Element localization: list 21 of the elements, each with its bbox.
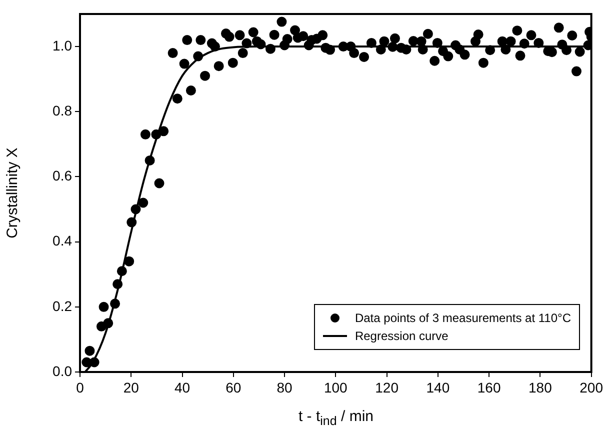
x-tick-label: 0: [76, 379, 84, 396]
legend-label: Data points of 3 measurements at 110°C: [354, 311, 571, 325]
x-tick-label: 20: [123, 379, 140, 396]
y-tick-label: 1.0: [52, 37, 72, 54]
y-tick-label: 0.2: [52, 298, 72, 314]
x-tick-label: 40: [174, 379, 190, 396]
y-tick-label: 0.6: [52, 168, 72, 184]
y-axis-title: Crystallinity X: [4, 148, 22, 238]
x-tick-label: 160: [477, 379, 501, 396]
legend-label: Regression curve: [354, 329, 448, 343]
x-tick-label: 100: [324, 379, 348, 396]
y-tick-label: 0.8: [52, 102, 72, 118]
y-tick-label: 0.0: [52, 362, 72, 379]
x-tick-label: 120: [375, 379, 399, 396]
x-tick-label: 140: [426, 379, 450, 396]
x-tick-label: 60: [226, 379, 242, 396]
x-tick-label: 180: [528, 379, 552, 396]
x-tick-label: 200: [580, 379, 604, 396]
y-tick-label: 0.4: [52, 232, 72, 249]
x-axis-title: t - t$_{ind}$ / min: [297, 408, 375, 428]
x-tick-label: 80: [276, 379, 293, 396]
